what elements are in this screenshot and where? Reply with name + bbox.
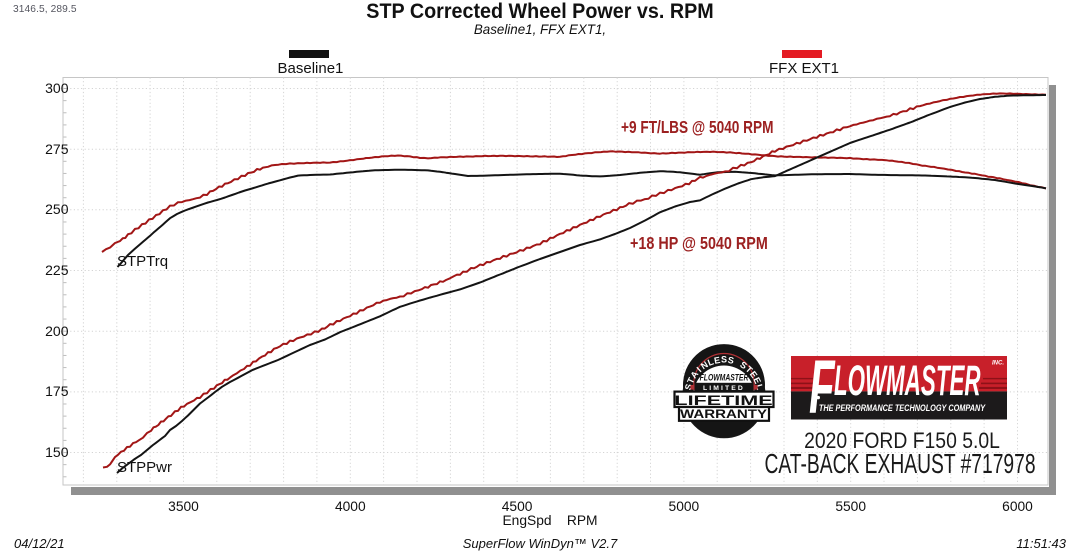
svg-text:A: A [688, 369, 700, 381]
svg-text:LOWMASTER: LOWMASTER [834, 357, 981, 405]
svg-text:S: S [683, 383, 694, 391]
svg-text:F: F [809, 343, 836, 429]
svg-text:INC.: INC. [992, 361, 1004, 367]
svg-text:E: E [748, 369, 760, 380]
svg-text:E: E [751, 376, 763, 386]
svg-text:T: T [744, 364, 755, 375]
svg-text:S: S [727, 355, 735, 366]
svg-text:L: L [706, 356, 715, 367]
svg-text:N: N [699, 359, 710, 371]
svg-text:S: S [721, 355, 727, 365]
svg-text:FLOWMASTER: FLOWMASTER [700, 372, 749, 382]
svg-text:LIMITED: LIMITED [703, 385, 745, 392]
svg-text:S: S [738, 359, 748, 371]
svg-text:L: L [754, 383, 765, 391]
svg-text:LIFETIME: LIFETIME [674, 392, 772, 408]
svg-text:WARRANTY: WARRANTY [680, 408, 767, 421]
svg-text:I: I [695, 365, 704, 374]
svg-text:THE PERFORMANCE TECHNOLOGY COM: THE PERFORMANCE TECHNOLOGY COMPANY [819, 402, 986, 413]
svg-text:E: E [713, 355, 721, 366]
svg-text:T: T [685, 375, 697, 385]
